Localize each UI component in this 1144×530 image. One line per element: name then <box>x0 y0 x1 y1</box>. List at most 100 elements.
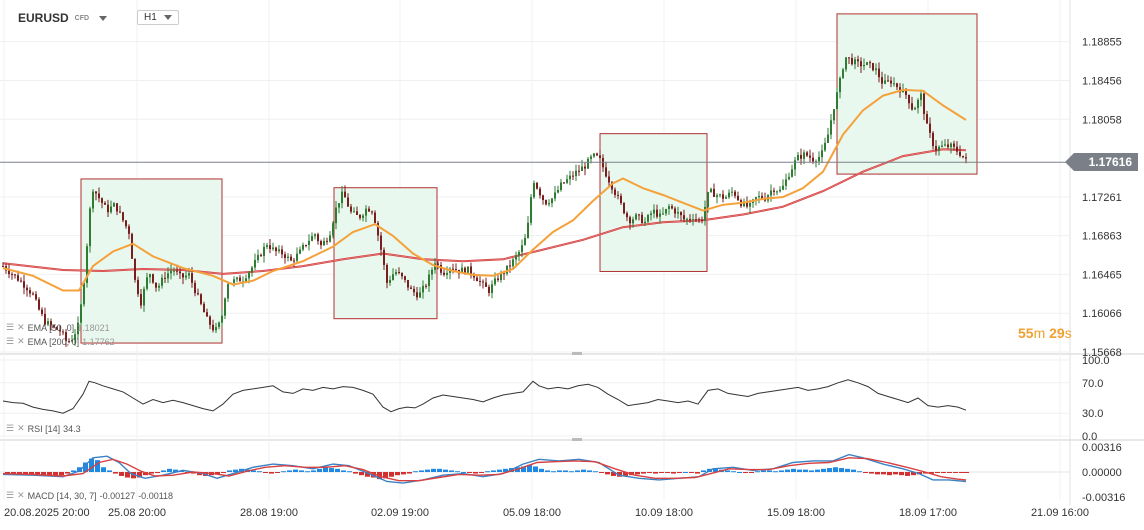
macd-legend[interactable]: ☰ ✕ MACD [14, 30, 7] -0.00127 -0.00118 <box>6 490 173 501</box>
x-axis-labels: 20.08.2025 20:00 25.08 20:00 28.08 19:00 02… <box>4 507 1089 519</box>
price-tick-label: 1.18456 <box>1082 76 1122 88</box>
macd-value-1: -0.00127 <box>99 490 136 501</box>
candle-body <box>551 198 553 204</box>
candle-body <box>899 87 901 93</box>
macd-bar <box>113 472 118 474</box>
macd-bar <box>5 472 10 474</box>
candle-body <box>881 77 883 84</box>
macd-bar <box>83 462 88 472</box>
macd-bar <box>557 470 562 472</box>
macd-bar <box>839 468 844 472</box>
symbol-dropdown-icon[interactable] <box>99 15 108 21</box>
candle-body <box>794 160 796 170</box>
ema50-legend[interactable]: ☰ ✕ EMA [50, 0] 1.18021 <box>6 322 110 333</box>
close-icon[interactable]: ✕ <box>17 336 25 346</box>
close-icon[interactable]: ✕ <box>17 322 25 332</box>
ema200-legend[interactable]: ☰ ✕ EMA [200, 0] 1.17762 <box>6 336 115 347</box>
candle-body <box>251 267 253 273</box>
macd-bar <box>695 472 700 474</box>
candle-body <box>281 249 283 255</box>
candle-body <box>569 175 571 180</box>
candle-body <box>482 281 484 283</box>
candle-body <box>608 176 610 183</box>
candle-body <box>524 237 526 246</box>
settings-icon[interactable]: ☰ <box>6 490 15 500</box>
candle-body <box>341 191 343 204</box>
macd-bar <box>257 471 262 473</box>
macd-bar <box>29 472 34 475</box>
candle-body <box>140 294 142 306</box>
macd-bar <box>545 470 550 472</box>
candle-body <box>935 146 937 151</box>
candle-body <box>353 211 355 213</box>
macd-bar <box>857 471 862 473</box>
close-icon[interactable]: ✕ <box>17 423 25 433</box>
macd-bar <box>953 472 958 473</box>
candle-body <box>674 208 676 214</box>
countdown-minutes-unit: m <box>1033 325 1046 341</box>
candle-body <box>812 157 814 162</box>
candle-body <box>101 198 103 203</box>
candle-body <box>20 280 22 282</box>
candle-body <box>926 113 928 124</box>
rsi-value: 34.3 <box>63 423 81 434</box>
candle-body <box>731 191 733 193</box>
macd-bar <box>791 468 796 472</box>
candle-body <box>803 152 805 159</box>
rsi-legend[interactable]: ☰ ✕ RSI [14] 34.3 <box>6 423 81 434</box>
time-tick-label: 20.08.2025 20:00 <box>4 507 90 519</box>
candle-body <box>464 267 466 273</box>
candle-body <box>485 282 487 287</box>
macd-bar <box>803 469 808 472</box>
candle-body <box>71 339 73 342</box>
macd-bar <box>347 471 352 473</box>
close-icon[interactable]: ✕ <box>17 490 25 500</box>
time-tick-label: 02.09 19:00 <box>371 507 429 519</box>
candle-body <box>791 169 793 177</box>
candle-body <box>212 324 214 331</box>
candle-body <box>779 189 781 192</box>
macd-bar <box>503 468 508 472</box>
settings-icon[interactable]: ☰ <box>6 423 15 433</box>
candle-body <box>437 263 439 266</box>
signal-line <box>2 457 967 482</box>
candle-body <box>422 285 424 293</box>
candle-body <box>11 274 13 276</box>
candle-body <box>218 322 220 327</box>
candle-body <box>59 329 61 332</box>
candle-body <box>245 278 247 282</box>
candle-body <box>170 271 172 274</box>
rsi-panel <box>2 352 967 441</box>
candle-body <box>80 304 82 323</box>
rsi-tick-label: 0.0 <box>1082 431 1097 443</box>
timeframe-select[interactable]: H1 <box>137 10 179 25</box>
macd-bar <box>551 471 556 473</box>
candle-body <box>260 254 262 257</box>
candle-body <box>347 197 349 207</box>
candle-body <box>869 62 871 64</box>
candle-body <box>119 211 121 213</box>
candle-body <box>584 166 586 169</box>
symbol-header[interactable]: EURUSD CFD <box>18 7 108 29</box>
candle-body <box>563 182 565 184</box>
candle-body <box>38 299 40 310</box>
settings-icon[interactable]: ☰ <box>6 322 15 332</box>
candle-body <box>593 153 595 157</box>
candle-body <box>239 277 241 282</box>
symbol-name[interactable]: EURUSD <box>18 11 69 25</box>
candle-body <box>557 190 559 193</box>
macd-bar <box>947 472 952 473</box>
candle-body <box>647 215 649 222</box>
macd-bar <box>65 472 70 474</box>
candle-body <box>665 208 667 214</box>
settings-icon[interactable]: ☰ <box>6 336 15 346</box>
candle-body <box>920 93 922 100</box>
candle-body <box>944 144 946 146</box>
candle-body <box>632 219 634 224</box>
candle-body <box>620 195 622 203</box>
countdown-minutes: 55 <box>1018 325 1034 341</box>
candle-body <box>713 188 715 197</box>
candle-body <box>137 279 139 295</box>
candle-body <box>314 234 316 237</box>
